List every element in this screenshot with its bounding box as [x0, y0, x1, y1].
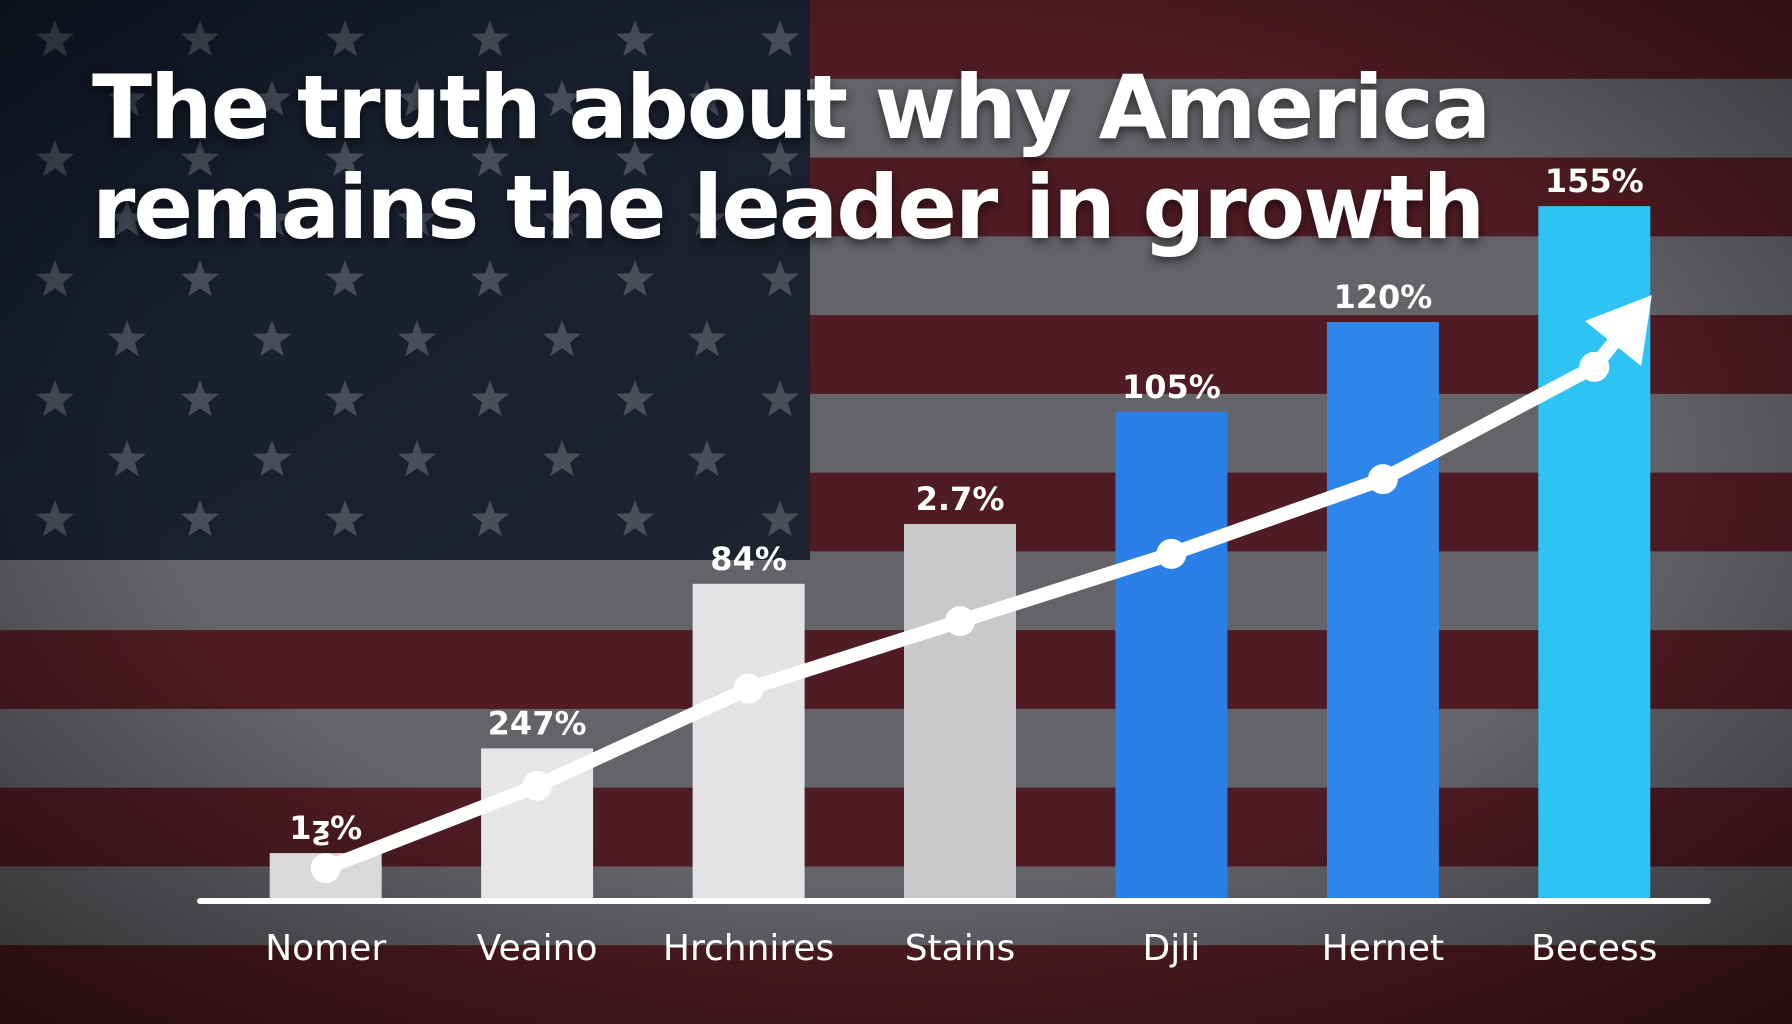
value-label: 155%: [1545, 162, 1644, 200]
value-label: 84%: [710, 540, 787, 578]
value-label: 105%: [1122, 368, 1221, 406]
value-labels: 1ƺ% 247% 84% 2.7% 105% 120% 155%: [289, 162, 1644, 847]
value-label: 1ƺ%: [289, 809, 362, 847]
bar-hrchnires: [692, 583, 805, 898]
trend-line-path: [318, 309, 1642, 876]
bar-hernet: [1326, 322, 1439, 898]
chart-title: The truth about why America remains the …: [92, 58, 1742, 258]
bar-djli: [1115, 411, 1228, 898]
category-label: Becess: [1531, 928, 1657, 969]
trend-point: [733, 673, 764, 704]
category-label: Hernet: [1322, 928, 1444, 969]
bar-stains: [904, 524, 1016, 898]
value-label: 247%: [488, 704, 587, 742]
value-label: 2.7%: [916, 480, 1005, 518]
trend-line: [310, 295, 1652, 884]
chart-title-line-2: remains the leader in growth: [92, 156, 1485, 259]
chart-title-line-1: The truth about why America: [92, 56, 1491, 159]
trend-point: [1156, 538, 1187, 569]
trend-point: [945, 606, 975, 637]
category-label: Stains: [905, 928, 1016, 969]
category-label: Veaino: [477, 928, 598, 969]
trend-point: [1367, 464, 1398, 495]
value-label: 120%: [1333, 278, 1432, 316]
bar-series: [269, 206, 1651, 899]
category-label: Nomer: [265, 928, 386, 969]
trend-point: [310, 853, 341, 884]
category-label: Hrchnires: [663, 928, 834, 969]
category-label: Djli: [1143, 928, 1201, 969]
category-labels: Nomer Veaino Hrchnires Stains Djli Hernet Bece…: [265, 928, 1657, 969]
trend-arrow-head: [1584, 295, 1652, 366]
trend-point: [522, 770, 553, 801]
trend-point: [1579, 351, 1610, 382]
